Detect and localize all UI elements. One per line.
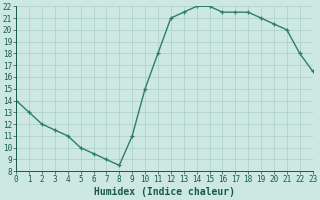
X-axis label: Humidex (Indice chaleur): Humidex (Indice chaleur) — [94, 187, 235, 197]
